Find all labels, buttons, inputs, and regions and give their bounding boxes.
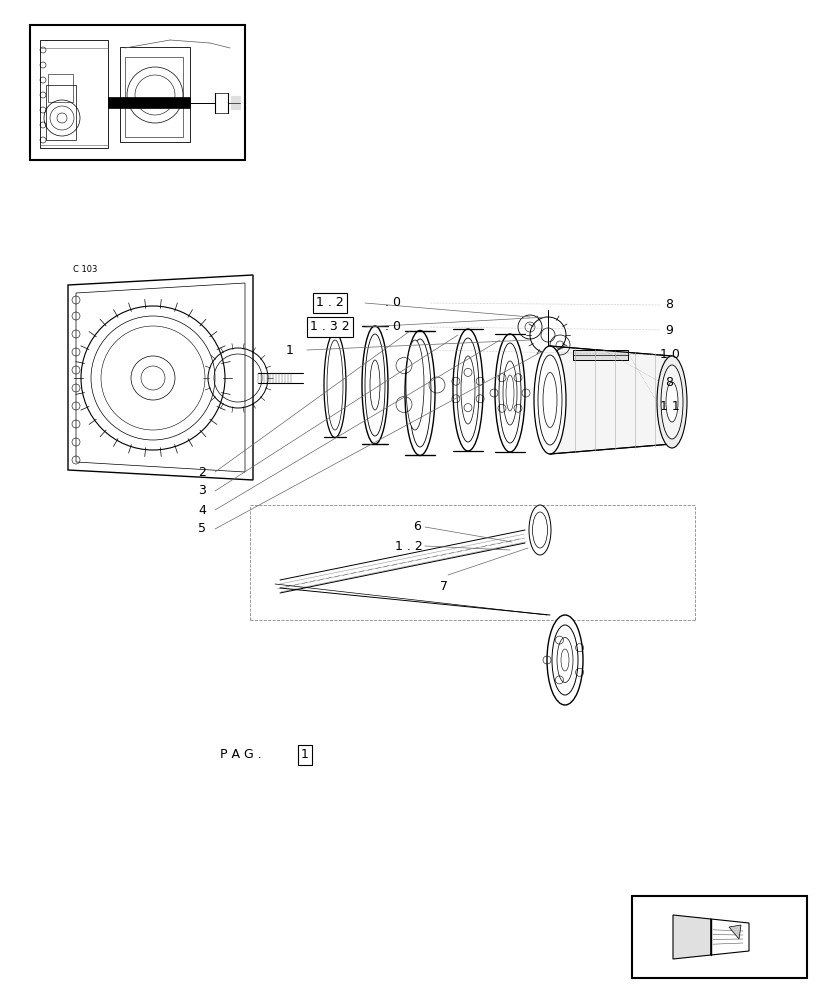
Ellipse shape bbox=[505, 375, 514, 411]
Text: 8: 8 bbox=[664, 298, 672, 312]
Polygon shape bbox=[68, 275, 253, 480]
Text: 1 . 3 2: 1 . 3 2 bbox=[310, 320, 349, 334]
Bar bbox=[125, 57, 183, 137]
Text: . 0: . 0 bbox=[385, 296, 400, 310]
Bar bbox=[40, 40, 108, 148]
Polygon shape bbox=[710, 919, 748, 955]
Ellipse shape bbox=[361, 326, 388, 444]
Ellipse shape bbox=[528, 505, 550, 555]
Ellipse shape bbox=[499, 343, 520, 443]
Bar bbox=[631, 896, 806, 978]
Text: 5: 5 bbox=[198, 522, 206, 536]
Text: 1 0: 1 0 bbox=[659, 349, 679, 361]
Bar bbox=[48, 74, 73, 102]
Ellipse shape bbox=[365, 334, 385, 436]
Ellipse shape bbox=[502, 361, 516, 425]
Text: 1 1: 1 1 bbox=[659, 400, 679, 414]
Ellipse shape bbox=[543, 372, 557, 428]
Text: 3: 3 bbox=[198, 485, 206, 497]
Text: 7: 7 bbox=[439, 580, 447, 593]
Ellipse shape bbox=[561, 649, 568, 671]
Ellipse shape bbox=[405, 340, 423, 430]
Ellipse shape bbox=[557, 638, 572, 682]
Polygon shape bbox=[549, 346, 672, 454]
Ellipse shape bbox=[370, 360, 380, 410]
Text: 4: 4 bbox=[198, 504, 206, 516]
Ellipse shape bbox=[495, 334, 524, 452]
Ellipse shape bbox=[461, 356, 475, 424]
Text: 8: 8 bbox=[664, 375, 672, 388]
Ellipse shape bbox=[452, 329, 482, 451]
Text: 1 . 2: 1 . 2 bbox=[394, 540, 423, 552]
Text: P A G .: P A G . bbox=[220, 748, 261, 762]
Text: 2: 2 bbox=[198, 466, 206, 479]
Ellipse shape bbox=[547, 615, 582, 705]
Bar bbox=[46, 85, 76, 140]
Ellipse shape bbox=[409, 339, 431, 447]
Ellipse shape bbox=[660, 365, 682, 439]
Text: C 103: C 103 bbox=[73, 265, 98, 274]
Ellipse shape bbox=[323, 332, 346, 438]
Polygon shape bbox=[76, 283, 245, 472]
Ellipse shape bbox=[656, 356, 686, 448]
Polygon shape bbox=[672, 915, 710, 959]
Bar bbox=[572, 350, 627, 360]
Ellipse shape bbox=[538, 355, 562, 445]
Text: 6: 6 bbox=[413, 520, 420, 534]
Ellipse shape bbox=[404, 330, 434, 456]
Text: 9: 9 bbox=[664, 324, 672, 336]
Ellipse shape bbox=[327, 340, 342, 430]
Text: 1 . 2: 1 . 2 bbox=[316, 296, 343, 310]
Ellipse shape bbox=[552, 625, 577, 695]
Ellipse shape bbox=[665, 382, 677, 422]
Bar bbox=[120, 47, 189, 142]
Text: 1: 1 bbox=[301, 748, 308, 762]
Text: . 0: . 0 bbox=[385, 320, 400, 334]
Bar bbox=[30, 25, 245, 160]
Polygon shape bbox=[108, 97, 189, 108]
Ellipse shape bbox=[532, 512, 547, 548]
Ellipse shape bbox=[533, 346, 566, 454]
Text: 1: 1 bbox=[285, 344, 294, 357]
Ellipse shape bbox=[457, 338, 479, 442]
Polygon shape bbox=[728, 925, 740, 939]
